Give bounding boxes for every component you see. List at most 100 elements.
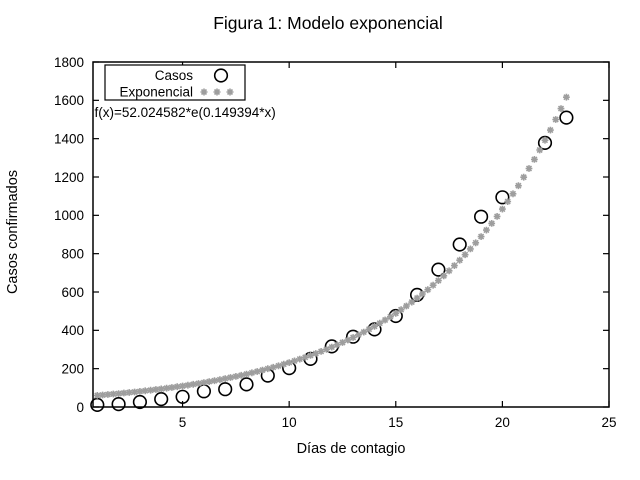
model-point-star xyxy=(477,233,485,240)
legend-label-casos: Casos xyxy=(155,68,194,83)
model-point-star xyxy=(419,290,426,298)
model-point-star xyxy=(360,328,368,336)
model-point-star xyxy=(515,182,522,190)
model-point-star xyxy=(557,105,565,112)
data-point-circle xyxy=(175,389,190,404)
x-axis-label: Días de contagio xyxy=(297,441,406,457)
data-point-circle xyxy=(537,135,553,150)
model-point-star xyxy=(259,366,266,374)
model-point-star xyxy=(451,262,458,269)
model-point-star xyxy=(520,173,528,181)
model-point-star xyxy=(440,272,448,280)
fit-equation-annotation: f(x)=52.024582*e(0.149394*x) xyxy=(95,105,276,120)
model-point-star xyxy=(131,388,138,396)
model-point-star xyxy=(531,156,538,163)
model-point-star xyxy=(253,368,261,375)
legend-circle-marker-icon xyxy=(213,68,229,83)
model-point-star xyxy=(195,380,202,387)
model-point-star xyxy=(312,350,320,357)
model-point-star xyxy=(387,313,394,321)
model-point-star xyxy=(125,389,133,396)
y-tick-label: 0 xyxy=(76,400,84,415)
model-point-star xyxy=(349,334,357,341)
plot-border xyxy=(92,61,610,408)
model-point-star xyxy=(232,373,240,380)
model-point-star xyxy=(189,380,197,388)
model-point-star xyxy=(227,374,234,381)
model-point-star xyxy=(280,360,288,368)
y-tick-label: 600 xyxy=(61,285,84,300)
model-point-star xyxy=(328,343,336,351)
model-point-star xyxy=(307,352,314,359)
model-point-star xyxy=(536,146,544,154)
model-point-star xyxy=(381,316,389,324)
model-point-star xyxy=(115,390,122,397)
model-point-star xyxy=(525,165,533,172)
x-tick-label: 25 xyxy=(601,415,616,430)
model-point-star xyxy=(141,387,149,395)
model-point-star xyxy=(509,190,517,198)
y-tick-label: 1800 xyxy=(54,55,84,70)
model-point-star xyxy=(168,384,176,391)
model-point-star xyxy=(541,136,549,144)
x-tick-label: 10 xyxy=(282,415,297,430)
model-point-star xyxy=(301,353,309,361)
model-point-star xyxy=(317,348,325,355)
y-tick-label: 200 xyxy=(61,361,84,376)
model-point-star xyxy=(333,341,341,349)
model-point-star xyxy=(152,386,160,393)
model-point-star xyxy=(429,281,437,289)
x-tick-label: 20 xyxy=(495,415,510,430)
model-point-star xyxy=(120,389,128,397)
model-point-star xyxy=(435,277,442,284)
model-point-star xyxy=(344,336,352,344)
y-tick-label: 1600 xyxy=(54,93,84,108)
model-point-star xyxy=(408,298,416,306)
model-point-star xyxy=(93,392,101,399)
model-point-star xyxy=(237,371,245,379)
y-tick-label: 800 xyxy=(61,246,84,261)
axis-ticks-layer: 5 10 15 20 25 0 200 400 600 800 1000 1200 1400 1600 18… xyxy=(54,55,617,430)
model-point-star xyxy=(339,339,346,346)
model-point-star xyxy=(184,381,192,389)
model-point-star xyxy=(285,359,293,366)
model-point-star xyxy=(371,322,378,330)
model-point-star xyxy=(472,239,480,247)
model-point-star xyxy=(456,256,464,264)
model-point-star xyxy=(109,390,117,398)
data-point-circle xyxy=(218,382,233,397)
data-point-circle xyxy=(132,394,147,410)
model-point-star xyxy=(424,286,432,294)
model-points-group xyxy=(93,93,570,399)
y-tick-label: 1400 xyxy=(54,131,84,146)
data-point-circle xyxy=(111,397,126,412)
data-point-circle xyxy=(495,190,510,205)
model-point-star xyxy=(397,306,405,314)
legend-label-exponencial: Exponencial xyxy=(119,85,193,100)
model-point-star xyxy=(99,391,106,399)
model-point-star xyxy=(563,93,570,101)
model-point-star xyxy=(173,383,181,391)
data-point-circle xyxy=(431,262,446,277)
model-point-star xyxy=(493,213,501,220)
data-point-circle xyxy=(196,384,211,399)
model-point-star xyxy=(221,375,229,382)
model-point-star xyxy=(163,384,170,392)
y-tick-label: 400 xyxy=(61,323,84,338)
model-point-star xyxy=(445,267,453,275)
model-point-star xyxy=(243,370,250,378)
model-point-star xyxy=(483,226,490,234)
data-point-circle xyxy=(474,209,489,224)
model-point-star xyxy=(136,388,144,395)
model-point-star xyxy=(157,385,165,393)
model-point-star xyxy=(264,365,272,373)
model-point-star xyxy=(376,319,384,327)
model-point-star xyxy=(461,251,469,259)
model-point-star xyxy=(413,294,421,302)
legend: Casos Exponencial xyxy=(104,64,246,101)
model-point-star xyxy=(269,363,277,371)
model-point-star xyxy=(403,302,410,310)
model-point-star xyxy=(211,377,218,385)
